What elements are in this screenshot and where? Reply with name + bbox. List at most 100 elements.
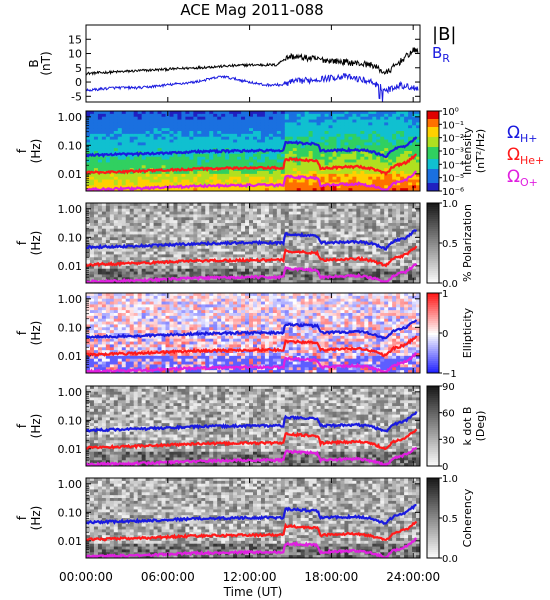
y-axis-unit: (Hz) bbox=[29, 506, 43, 531]
gyrofrequency-line-h-plus bbox=[86, 229, 418, 251]
colorbar-tick-label: 0.0 bbox=[442, 279, 458, 290]
colorbar-tick-label: 0 bbox=[442, 462, 448, 473]
gyrofrequency-line-o-plus bbox=[86, 351, 418, 373]
gyrofrequency-line-he-plus bbox=[86, 428, 418, 451]
y-tick-label: 0.10 bbox=[58, 231, 83, 244]
legend-omega-h-plus: ΩH+ bbox=[507, 123, 538, 145]
colorbar-tick-label: 60 bbox=[442, 409, 455, 420]
legend-omega-o-plus: ΩO+ bbox=[507, 167, 538, 189]
colorbar-unit: (nT²/Hz) bbox=[474, 129, 487, 173]
colorbar-tick-label: 90 bbox=[442, 382, 455, 393]
colorbar-gray bbox=[427, 386, 439, 467]
y-tick-label: 0.01 bbox=[58, 350, 83, 363]
gyrofrequency-line-he-plus bbox=[86, 245, 418, 268]
spectrogram-ellipticity bbox=[86, 293, 420, 373]
spectrogram-polarization bbox=[86, 203, 420, 283]
colorbar-tick-label: −1 bbox=[442, 369, 457, 380]
time-axis: 00:00:00 06:00:00 12:00:00 18:00:00 24:00:00… bbox=[59, 570, 440, 599]
y-tick-label: 0.01 bbox=[58, 443, 83, 456]
y-axis-unit: (Hz) bbox=[29, 321, 43, 346]
y-tick-label: 0.01 bbox=[58, 260, 83, 273]
y-tick-label: 0.01 bbox=[58, 535, 83, 548]
panel-polarization-frame bbox=[85, 202, 421, 284]
y-tick-label: 0.10 bbox=[58, 414, 83, 427]
y-axis-unit: (nT) bbox=[39, 51, 53, 75]
colorbar-tick-label: 1.0 bbox=[442, 199, 458, 210]
y-axis-label: f bbox=[15, 148, 29, 153]
panel-ellipticity-frame bbox=[85, 292, 421, 374]
gyrofrequency-line-h-plus bbox=[86, 319, 418, 340]
legend-omega-he-plus: ΩHe+ bbox=[507, 145, 544, 167]
colorbar-tick-label: 10⁻⁶ bbox=[442, 187, 464, 198]
y-tick-label: 0.10 bbox=[58, 506, 83, 519]
y-axis-unit: (Hz) bbox=[29, 414, 43, 439]
y-tick-label: -5 bbox=[71, 90, 82, 103]
colorbar-coherency bbox=[427, 478, 439, 559]
x-tick-label: 12:00:00 bbox=[223, 570, 277, 584]
colorbar-tick-label: 1.0 bbox=[442, 474, 458, 485]
colorbar-frame bbox=[426, 385, 440, 467]
gyrofrequency-line-o-plus bbox=[86, 170, 417, 191]
y-tick-label: 5 bbox=[75, 62, 82, 75]
panel-k-dot-b-frame bbox=[85, 385, 421, 467]
colorbar-tick-label: 10⁻¹ bbox=[442, 120, 464, 131]
spectrogram-k-dot-b bbox=[86, 386, 420, 466]
colorbar-ellipticity bbox=[427, 293, 439, 374]
y-tick-label: 0 bbox=[75, 76, 82, 89]
colorbar-label: Intensity bbox=[461, 127, 474, 175]
gyrofrequency-line-he-plus bbox=[86, 335, 418, 358]
colorbar-label: k dot B bbox=[461, 407, 474, 446]
y-axis-label: f bbox=[15, 515, 29, 520]
legend-b-r: BR bbox=[432, 44, 450, 65]
gyrofrequency-line-he-plus bbox=[86, 520, 418, 542]
gyrofrequency-line-o-plus bbox=[86, 262, 418, 283]
colorbar-label: Ellipticity bbox=[461, 307, 474, 358]
gyrofrequency-line-h-plus bbox=[86, 136, 418, 159]
y-tick-label: 1.00 bbox=[58, 203, 83, 216]
colorbar-tick-label: 1 bbox=[442, 289, 448, 300]
y-tick-label: 1.00 bbox=[58, 386, 83, 399]
panel-coherency-frame bbox=[85, 477, 421, 559]
colorbar-tick-label: 0 bbox=[442, 329, 448, 340]
y-axis-label: f bbox=[15, 423, 29, 428]
b-r-line bbox=[86, 72, 419, 102]
y-tick-label: 1.00 bbox=[58, 111, 83, 124]
colorbar-intensity bbox=[427, 111, 439, 192]
colorbar-polarization bbox=[427, 203, 439, 284]
gyrofrequency-line-o-plus bbox=[86, 537, 418, 558]
y-tick-label: 0.10 bbox=[58, 321, 83, 334]
y-axis-label: f bbox=[15, 240, 29, 245]
x-tick-label: 06:00:00 bbox=[141, 570, 195, 584]
figure-title: ACE Mag 2011-088 bbox=[180, 1, 323, 19]
y-tick-label: 0.10 bbox=[58, 139, 83, 152]
gyrofrequency-line-he-plus bbox=[86, 153, 418, 177]
x-tick-label: 00:00:00 bbox=[59, 570, 113, 584]
y-tick-label: 15 bbox=[68, 33, 82, 46]
b-total-line bbox=[86, 47, 419, 76]
panel-field-frame bbox=[85, 24, 421, 103]
y-tick-label: 0.01 bbox=[58, 168, 83, 181]
colorbar-tick-label: 10⁻⁵ bbox=[442, 174, 464, 185]
colorbar-tick-label: 0.0 bbox=[442, 554, 458, 565]
colorbar-label: % Polarization bbox=[461, 204, 474, 282]
panel-intensity-frame bbox=[85, 110, 421, 192]
y-axis-label: f bbox=[15, 330, 29, 335]
gyrofrequency-line-h-plus bbox=[86, 504, 417, 526]
colorbar-tick-label: 10⁰ bbox=[442, 107, 459, 118]
colorbar-tick-label: 10⁻³ bbox=[442, 147, 464, 158]
colorbar-tick-label: 30 bbox=[442, 435, 455, 446]
y-axis-label: B bbox=[27, 59, 41, 67]
colorbar-tick-label: 0.5 bbox=[442, 239, 458, 250]
y-axis-unit: (Hz) bbox=[29, 231, 43, 256]
y-tick-label: 1.00 bbox=[58, 478, 83, 491]
x-tick-label: 18:00:00 bbox=[304, 570, 358, 584]
x-axis-label: Time (UT) bbox=[223, 585, 283, 599]
y-tick-label: 1.00 bbox=[58, 293, 83, 306]
colorbar-label: Coherency bbox=[461, 488, 474, 547]
gyrofrequency-line-h-plus bbox=[86, 411, 418, 433]
colorbar-unit: (Deg) bbox=[474, 411, 487, 442]
legend-b-total: |B| bbox=[432, 24, 456, 45]
y-axis-unit: (Hz) bbox=[29, 139, 43, 164]
